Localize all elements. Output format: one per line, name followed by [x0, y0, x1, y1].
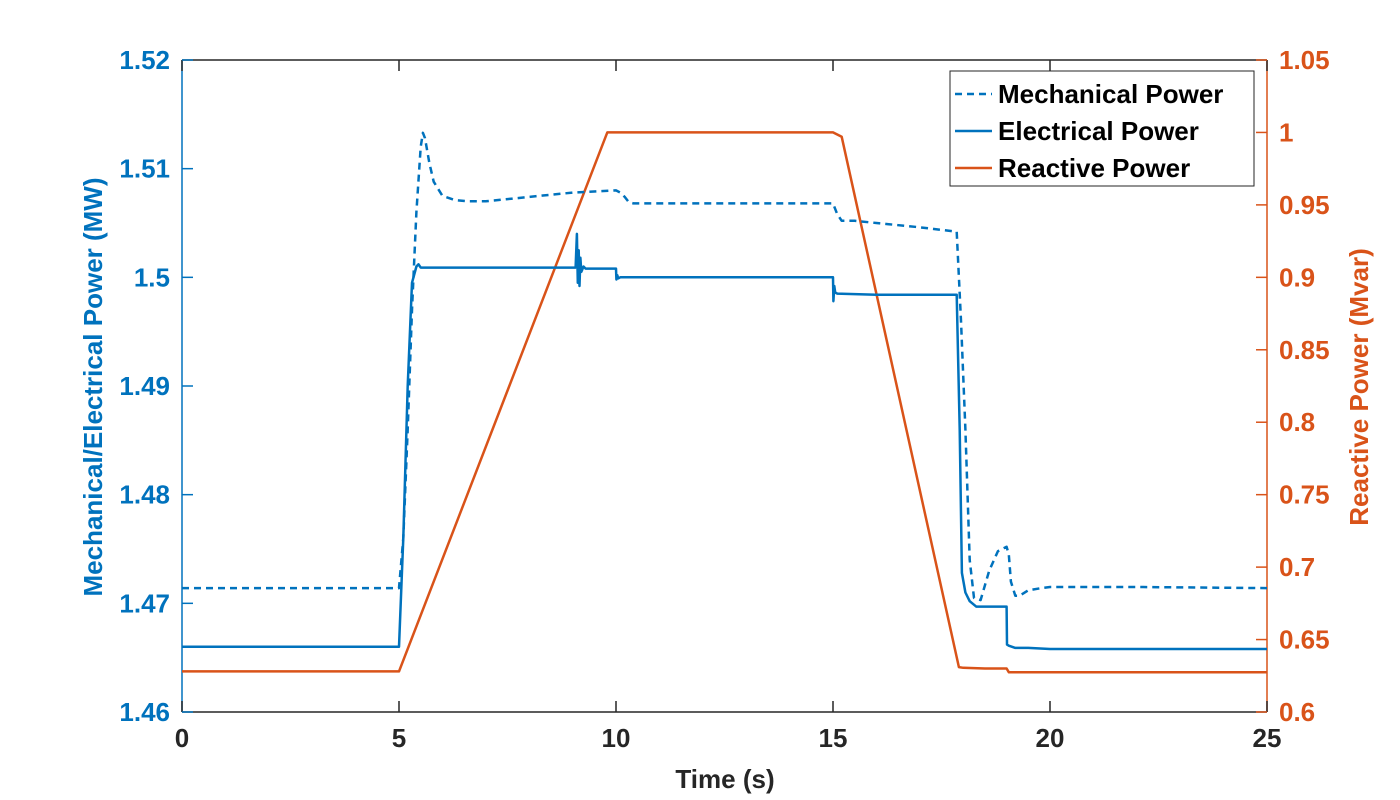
y-left-tick-label: 1.52: [119, 45, 170, 75]
y-right-tick-label: 0.85: [1279, 335, 1330, 365]
series-line-electrical-power: [182, 232, 1267, 651]
y-right-tick-label: 0.75: [1279, 480, 1330, 510]
y-axis-left-label: Mechanical/Electrical Power (MW): [78, 177, 108, 596]
y-right-tick-label: 0.95: [1279, 190, 1330, 220]
y-left-tick-label: 1.5: [134, 262, 170, 292]
x-tick-label: 25: [1253, 723, 1282, 753]
x-tick-label: 5: [392, 723, 406, 753]
y-right-tick-label: 0.8: [1279, 407, 1315, 437]
y-axis-right-label: Reactive Power (Mvar): [1344, 248, 1374, 525]
y-right-tick-label: 1.05: [1279, 45, 1330, 75]
ticks-group: 0 5 10 15 20 25 1.46 1.47 1.48 1.49 1.5 1.51 1.52 0.6…: [119, 45, 1329, 753]
series-line-mechanical-power: [182, 131, 1268, 602]
series-line-reactive-power: [182, 131, 1267, 674]
legend-label-reactive-power: Reactive Power: [998, 153, 1190, 183]
y-right-tick-label: 0.6: [1279, 697, 1315, 727]
x-tick-label: 10: [602, 723, 631, 753]
y-right-tick-label: 0.7: [1279, 552, 1315, 582]
y-right-tick-label: 1: [1279, 117, 1293, 147]
y-left-tick-label: 1.49: [119, 371, 170, 401]
y-right-tick-label: 0.9: [1279, 262, 1315, 292]
legend-label-mechanical-power: Mechanical Power: [998, 79, 1223, 109]
y-left-tick-label: 1.51: [119, 154, 170, 184]
legend: Mechanical Power Electrical Power Reacti…: [949, 70, 1255, 187]
x-tick-label: 20: [1036, 723, 1065, 753]
y-left-tick-label: 1.47: [119, 588, 170, 618]
y-left-tick-label: 1.48: [119, 480, 170, 510]
x-tick-label: 0: [175, 723, 189, 753]
legend-box: [949, 70, 1255, 187]
y-right-tick-label: 0.65: [1279, 625, 1330, 655]
series-group: [182, 131, 1268, 674]
x-axis-label: Time (s): [675, 764, 774, 794]
x-tick-label: 15: [819, 723, 848, 753]
y-left-tick-label: 1.46: [119, 697, 170, 727]
legend-label-electrical-power: Electrical Power: [998, 116, 1199, 146]
